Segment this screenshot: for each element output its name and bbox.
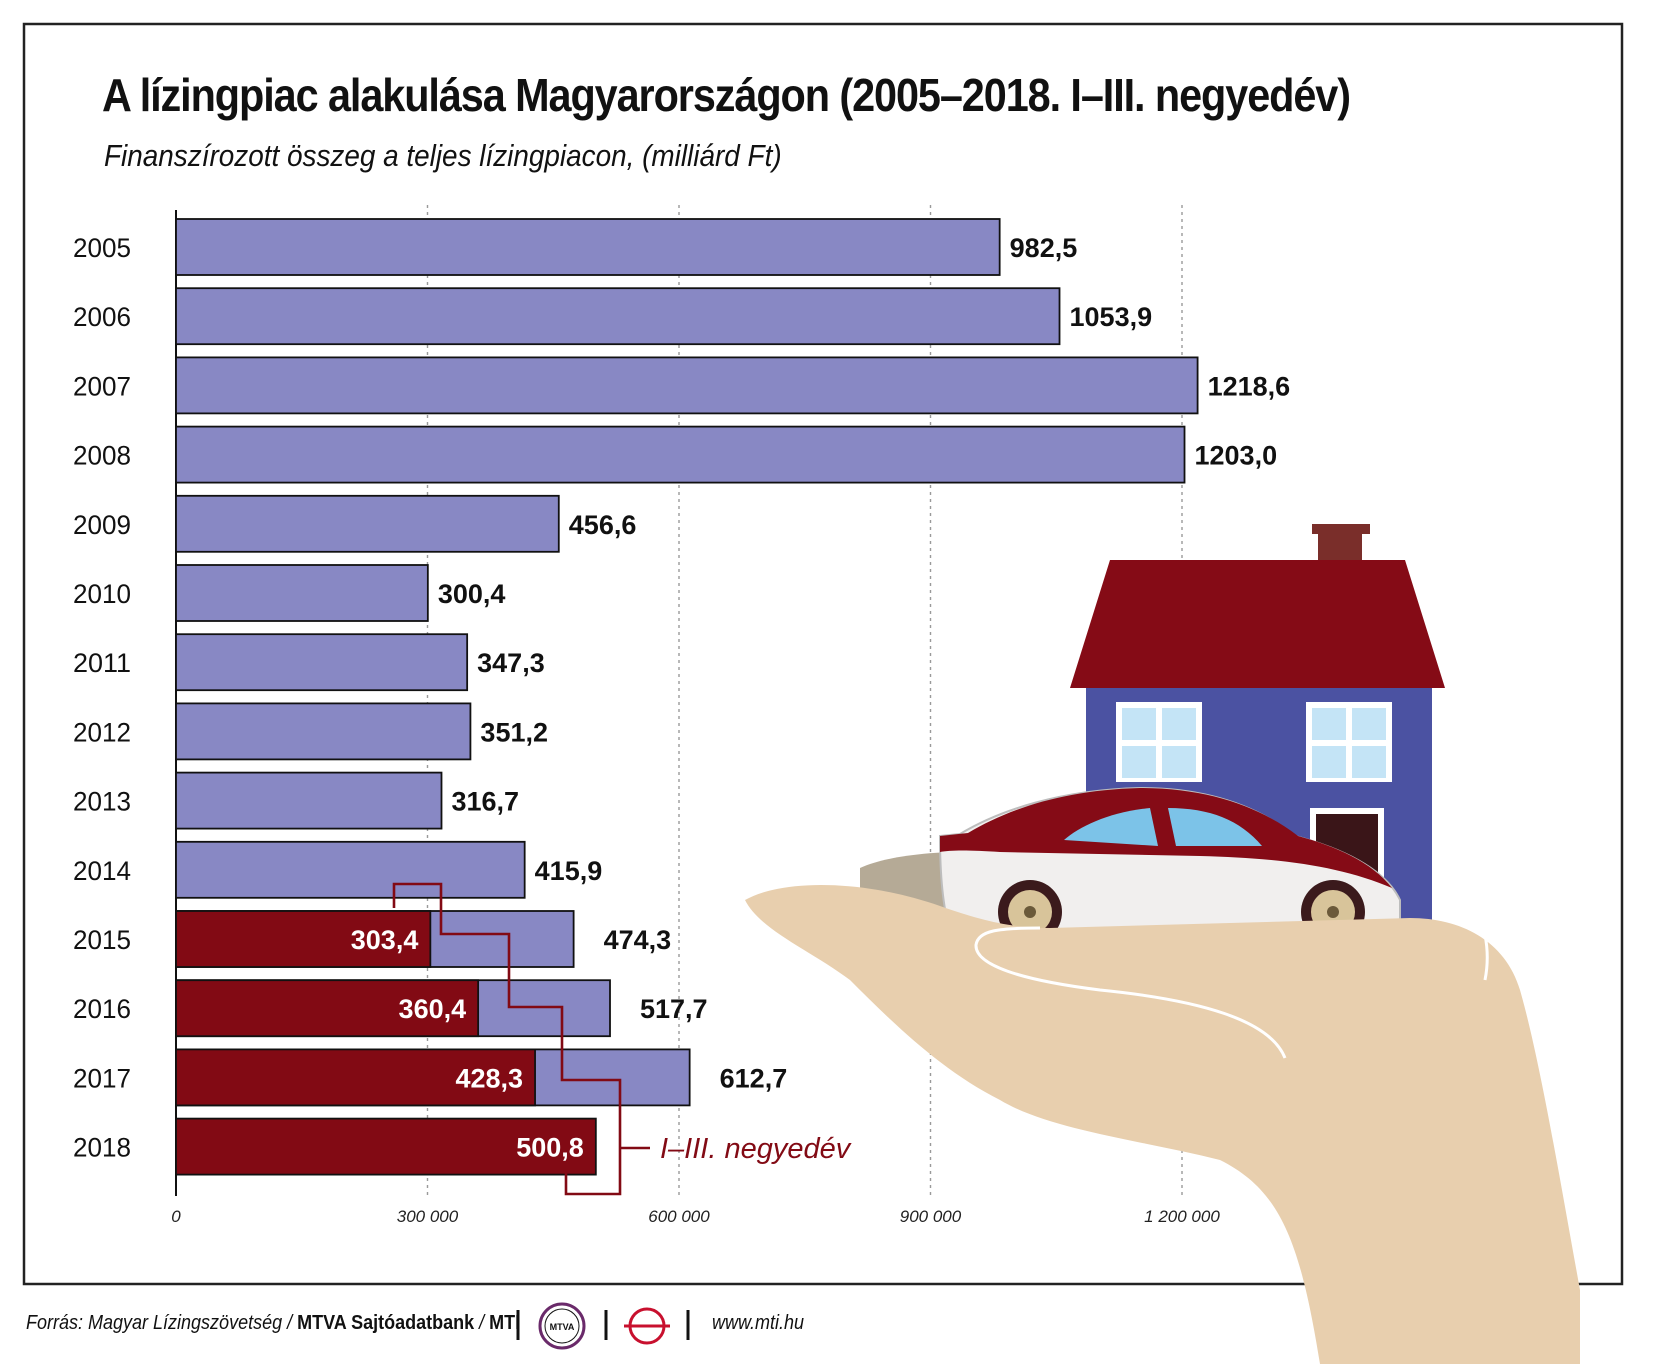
y-category-label: 2006 xyxy=(73,302,131,332)
footer-source-prefix: Forrás: Magyar Lízingszövetség / xyxy=(26,1312,298,1334)
bar-full-year xyxy=(175,425,1186,484)
bar-full-year xyxy=(175,564,429,622)
data-label-full-year: 415,9 xyxy=(535,856,603,886)
annotation-label: I–III. negyedév xyxy=(660,1133,852,1165)
data-label-q1-q3: 500,8 xyxy=(516,1133,584,1163)
y-category-label: 2005 xyxy=(73,233,131,263)
data-label-full-year: 316,7 xyxy=(452,787,520,817)
data-label-full-year: 1053,9 xyxy=(1070,302,1153,332)
data-label-full-year: 456,6 xyxy=(569,510,637,540)
house-window-right xyxy=(1306,702,1392,782)
house-car-hand-illustration xyxy=(745,524,1580,1364)
y-category-label: 2008 xyxy=(73,441,131,471)
y-category-label: 2010 xyxy=(73,579,131,609)
hand xyxy=(745,884,1580,1364)
x-tick-label: 1 200 000 xyxy=(1144,1207,1220,1226)
x-tick-label: 900 000 xyxy=(900,1207,962,1226)
bar-q1-q3 xyxy=(175,1117,597,1176)
y-category-label: 2013 xyxy=(73,787,131,817)
bar-full-year xyxy=(175,287,1061,346)
footer-source-bold: MTVA Sajtóadatbank xyxy=(297,1312,475,1334)
bar-full-year xyxy=(175,840,526,899)
house-chimney xyxy=(1318,532,1362,562)
bar-q1-q3 xyxy=(175,1048,536,1107)
data-label-q1-q3: 360,4 xyxy=(399,994,467,1024)
mtva-logo xyxy=(538,1302,586,1350)
y-category-label: 2009 xyxy=(73,510,131,540)
bar-full-year xyxy=(175,633,469,692)
bar-q1-q3 xyxy=(175,979,480,1038)
hand-thumb-line xyxy=(974,926,1287,1059)
data-label-full-year: 351,2 xyxy=(480,717,548,747)
bar-q1-q3 xyxy=(175,910,432,968)
footer-source-sep: / xyxy=(474,1312,490,1334)
annotation-connector xyxy=(392,882,622,1196)
outer-frame xyxy=(22,22,1624,1286)
footer-source-mti: MTI xyxy=(489,1312,521,1334)
mtva-logo-inner xyxy=(544,1308,580,1344)
y-category-label: 2012 xyxy=(73,717,131,747)
data-label-full-year: 982,5 xyxy=(1010,233,1078,263)
data-label-full-year: 1218,6 xyxy=(1208,371,1291,401)
y-category-label: 2007 xyxy=(73,371,131,401)
x-tick-label: 600 000 xyxy=(648,1207,710,1226)
bar-full-year xyxy=(175,356,1199,415)
footer-url: www.mti.hu xyxy=(712,1312,805,1334)
y-category-label: 2014 xyxy=(73,856,131,886)
data-label-full-year: 347,3 xyxy=(477,648,545,678)
data-label-full-year: 1203,0 xyxy=(1195,441,1278,471)
y-category-label: 2017 xyxy=(73,1063,131,1093)
annotation-layer: I–III. negyedév xyxy=(392,882,852,1196)
bar-full-year xyxy=(175,494,560,553)
chart-title: A lízingpiac alakulása Magyarországon (2… xyxy=(102,69,1351,121)
bar-full-year xyxy=(175,771,443,830)
data-label-full-year: 300,4 xyxy=(438,579,506,609)
y-category-label: 2015 xyxy=(73,925,131,955)
y-category-label: 2011 xyxy=(73,648,131,678)
house-chimney-top xyxy=(1312,524,1370,534)
chart-subtitle: Finanszírozott összeg a teljes lízingpia… xyxy=(104,138,782,173)
house-roof xyxy=(1070,560,1445,688)
bar-full-year xyxy=(175,218,1001,276)
data-label-full-year: 612,7 xyxy=(720,1063,788,1093)
bar-full-year xyxy=(175,702,472,761)
mtva-logo-text: MTVA xyxy=(550,1322,575,1332)
data-label-q1-q3: 303,4 xyxy=(351,925,419,955)
x-tick-label: 300 000 xyxy=(397,1207,459,1226)
hand-finger-line xyxy=(1483,934,1489,981)
y-category-label: 2016 xyxy=(73,994,131,1024)
data-label-q1-q3: 428,3 xyxy=(455,1063,523,1093)
house-window-left xyxy=(1116,702,1202,782)
data-label-full-year: 517,7 xyxy=(640,994,708,1024)
x-tick-label: 0 xyxy=(171,1207,181,1226)
y-category-label: 2018 xyxy=(73,1133,131,1163)
data-label-full-year: 474,3 xyxy=(604,925,672,955)
bars-layer: 2005 982,5 2006 1053,9 2007 1218,6 2008 1203,0 2… xyxy=(73,218,1291,1176)
footer-source: Forrás: Magyar Lízingszövetség / MTVA Sa… xyxy=(26,1312,520,1335)
